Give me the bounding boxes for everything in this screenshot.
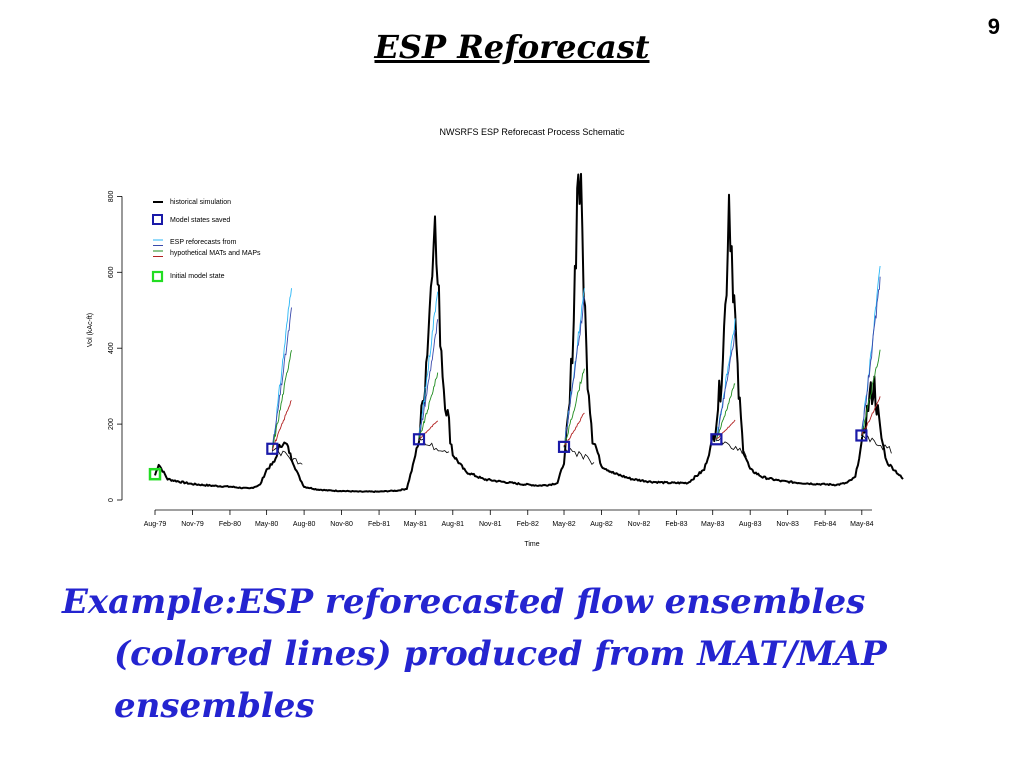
chart-axes: 0 200 400 600 800 Aug-79 Nov-79 Feb-80 May-80 Aug… bbox=[108, 190, 874, 528]
esp-reforecast-chart: NWSRFS ESP Reforecast Process Schematic … bbox=[87, 127, 904, 548]
ensemble-reforecast-line bbox=[271, 400, 292, 451]
legend-label: Model states saved bbox=[170, 217, 230, 224]
x-tick-label: Nov-79 bbox=[181, 521, 204, 528]
x-tick-label: Nov-80 bbox=[330, 521, 353, 528]
x-tick-label: May-82 bbox=[552, 521, 575, 528]
model-state-saved-marker bbox=[412, 433, 426, 446]
model-state-saved-marker bbox=[855, 429, 868, 442]
ensemble-reforecast-line bbox=[715, 318, 736, 442]
legend-label: historical simulation bbox=[170, 199, 231, 206]
ensemble-reforecast-line bbox=[563, 368, 585, 448]
x-tick-label: May-83 bbox=[701, 521, 724, 528]
x-tick-label: Feb-83 bbox=[665, 521, 687, 528]
chart-title: NWSRFS ESP Reforecast Process Schematic bbox=[440, 127, 625, 137]
y-tick-label: 800 bbox=[108, 190, 115, 202]
x-tick-label: Nov-83 bbox=[776, 521, 799, 528]
model-state-saved-marker bbox=[710, 433, 723, 446]
slide-title: ESP Reforecast bbox=[374, 28, 650, 66]
ensemble-reforecast-line bbox=[563, 297, 585, 448]
chart-legend: historical simulation Model states saved E… bbox=[151, 199, 261, 283]
x-tick-label: Aug-83 bbox=[739, 521, 762, 528]
x-tick-label: Feb-82 bbox=[517, 521, 539, 528]
ensemble-reforecast-line bbox=[860, 276, 881, 436]
x-tick-label: May-80 bbox=[255, 521, 278, 528]
ensemble-reforecast-line bbox=[271, 307, 292, 453]
x-tick-label: Aug-81 bbox=[442, 521, 465, 528]
initial-model-state-marker bbox=[148, 467, 162, 481]
ensemble-reforecast-line bbox=[418, 372, 439, 440]
chart-series bbox=[148, 172, 904, 493]
y-tick-label: 0 bbox=[108, 498, 115, 502]
legend-initial-state-swatch bbox=[151, 270, 164, 283]
slide-number: 9 bbox=[987, 14, 1000, 39]
x-tick-label: Nov-82 bbox=[628, 521, 651, 528]
ensemble-reforecast-line bbox=[861, 349, 881, 436]
y-tick-label: 200 bbox=[108, 418, 115, 430]
caption-line: ensembles bbox=[114, 686, 315, 726]
model-state-saved-marker bbox=[266, 442, 279, 455]
x-tick-label: Nov-81 bbox=[479, 521, 502, 528]
caption: Example:ESP reforecasted flow ensembles … bbox=[62, 576, 994, 732]
ensemble-reforecast-line bbox=[716, 419, 736, 440]
ensemble-reforecast-line bbox=[418, 319, 439, 442]
legend-label: Initial model state bbox=[170, 273, 225, 280]
x-tick-label: Feb-80 bbox=[219, 521, 241, 528]
x-tick-label: Aug-80 bbox=[293, 521, 316, 528]
ensemble-reforecast-line bbox=[271, 350, 292, 448]
x-tick-label: Aug-82 bbox=[590, 521, 613, 528]
x-tick-label: May-81 bbox=[404, 521, 427, 528]
ensemble-reforecast-line bbox=[860, 265, 881, 437]
y-axis-label: Vol (kAc-ft) bbox=[87, 313, 94, 347]
historical-simulation-line bbox=[154, 172, 904, 493]
caption-line: (colored lines) produced from MAT/MAP bbox=[114, 634, 887, 674]
x-axis-label: Time bbox=[524, 541, 539, 548]
legend-saved-state-swatch bbox=[152, 214, 163, 225]
legend-label: ESP reforecasts from bbox=[170, 239, 237, 246]
x-tick-label: May-84 bbox=[850, 521, 873, 528]
y-tick-label: 400 bbox=[108, 342, 115, 354]
model-state-saved-marker bbox=[557, 440, 571, 453]
caption-line: Example:ESP reforecasted flow ensembles bbox=[62, 582, 866, 622]
x-tick-label: Aug-79 bbox=[144, 521, 167, 528]
ensemble-reforecast-line bbox=[715, 383, 736, 441]
ensemble-reforecast-line bbox=[418, 420, 438, 440]
ensemble-reforecast-line bbox=[418, 291, 439, 439]
ensemble-reforecast-line bbox=[715, 330, 736, 440]
legend-label: hypothetical MATs and MAPs bbox=[170, 250, 261, 257]
x-tick-label: Feb-81 bbox=[368, 521, 390, 528]
x-tick-label: Feb-84 bbox=[814, 521, 836, 528]
y-tick-label: 600 bbox=[108, 266, 115, 278]
